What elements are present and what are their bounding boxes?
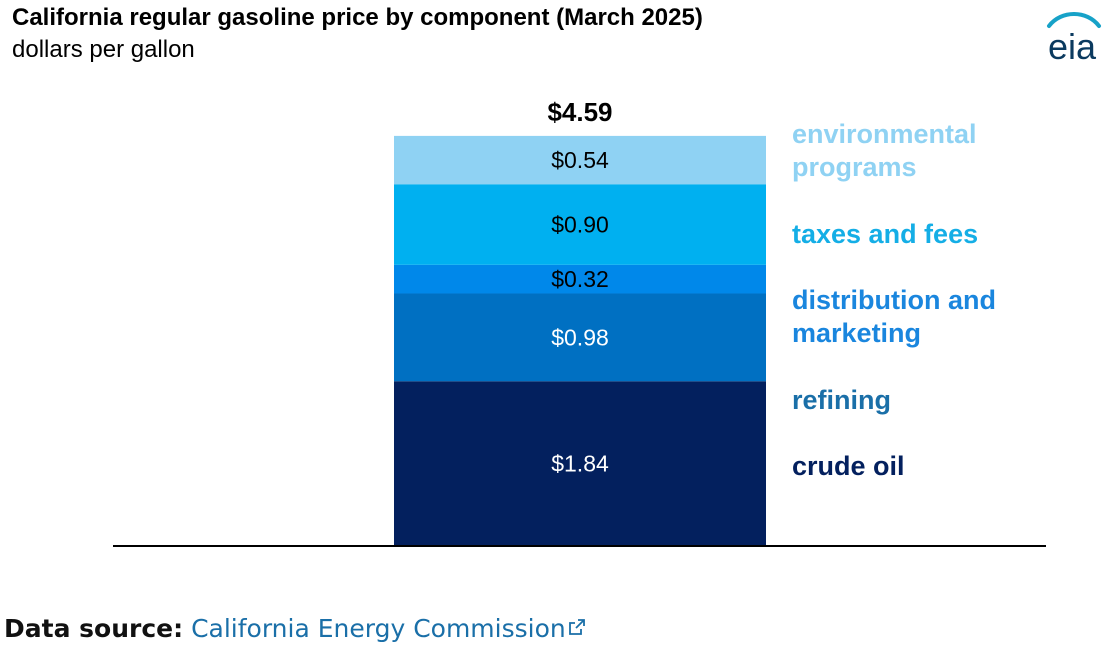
value-label-environmental-programs: $0.54 [551,147,609,173]
eia-logo[interactable]: eia [1035,12,1109,68]
chart-subtitle: dollars per gallon [12,36,195,63]
bar-segment-environmental-programs [394,135,766,185]
bar-segment-distribution-and-marketing [394,264,766,294]
value-labels: $1.84 $0.98 $0.32 $0.90 $0.54 [551,147,609,477]
series-label-refining: refining [792,385,891,415]
data-source-label: Data source: [4,614,184,643]
value-label-refining: $0.98 [551,324,609,350]
series-label-distribution-and-marketing: distribution and marketing [792,285,996,348]
bar-segment-refining [394,293,766,382]
chart-title: California regular gasoline price by com… [12,4,703,31]
series-label-taxes-and-fees: taxes and fees [792,219,978,249]
bar-segment-crude-oil [394,381,766,546]
series-label-environmental-programs: environmental programs [792,119,977,182]
series-label-crude-oil: crude oil [792,451,905,481]
value-label-taxes-and-fees: $0.90 [551,212,609,238]
value-label-crude-oil: $1.84 [551,451,609,477]
value-label-distribution-and-marketing: $0.32 [551,266,609,292]
series-labels: crude oil refining distribution and marketi… [792,119,996,481]
logo-text: eia [1048,26,1097,67]
stacked-bar-chart: $1.84 $0.98 $0.32 $0.90 $0.54 crude oil refin… [113,97,1046,547]
bar-segment-taxes-and-fees [394,184,766,265]
data-source: Data source: California Energy Commissio… [4,614,585,643]
bar-segments [394,135,766,546]
external-link-icon[interactable] [568,619,585,635]
data-source-link[interactable]: California Energy Commission [191,614,566,643]
total-label: $4.59 [547,97,612,127]
